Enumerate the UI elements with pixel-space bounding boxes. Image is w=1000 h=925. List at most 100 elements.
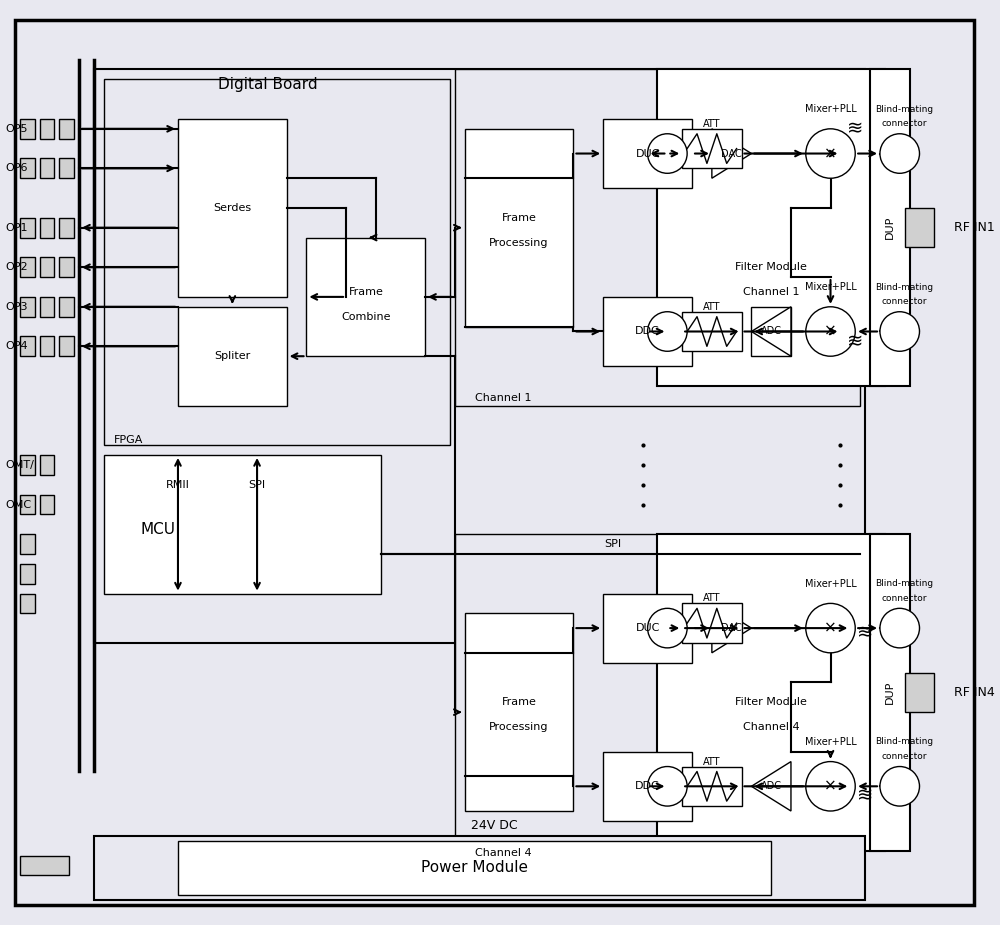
Text: ADC: ADC: [761, 782, 782, 791]
Text: Processing: Processing: [489, 238, 549, 248]
Bar: [870, 534, 910, 851]
Text: connector: connector: [882, 297, 927, 306]
Bar: [178, 119, 287, 297]
Text: ×: ×: [824, 621, 837, 635]
Text: OP2: OP2: [5, 262, 28, 272]
Text: ≋: ≋: [857, 623, 873, 643]
Bar: [20, 119, 35, 139]
Text: Filter Module: Filter Module: [735, 262, 807, 272]
Circle shape: [806, 761, 855, 811]
Bar: [682, 603, 742, 643]
Text: DUC: DUC: [635, 149, 660, 158]
Polygon shape: [712, 129, 751, 179]
Text: ATT: ATT: [703, 302, 721, 312]
Text: ×: ×: [824, 324, 837, 339]
Bar: [59, 297, 74, 316]
Bar: [59, 337, 74, 356]
Bar: [59, 257, 74, 278]
Text: ATT: ATT: [703, 757, 721, 767]
Text: DAC: DAC: [721, 149, 742, 158]
Bar: [59, 158, 74, 179]
Text: FPGA: FPGA: [114, 436, 143, 445]
Bar: [905, 672, 934, 712]
Text: Channel 1: Channel 1: [743, 287, 799, 297]
Text: SPI: SPI: [248, 480, 266, 489]
Circle shape: [648, 312, 687, 352]
Bar: [20, 564, 35, 584]
Bar: [178, 841, 771, 895]
Bar: [455, 69, 860, 406]
Bar: [94, 835, 865, 900]
Text: Mixer+PLL: Mixer+PLL: [805, 737, 856, 746]
Bar: [870, 69, 910, 386]
Bar: [603, 119, 692, 188]
Text: Channel 4: Channel 4: [475, 847, 531, 857]
Bar: [104, 80, 450, 445]
Bar: [40, 257, 54, 278]
Circle shape: [648, 609, 687, 647]
Bar: [40, 297, 54, 316]
Text: Power Module: Power Module: [421, 860, 528, 875]
Text: Mixer+PLL: Mixer+PLL: [805, 104, 856, 114]
Text: Mixer+PLL: Mixer+PLL: [805, 282, 856, 292]
Bar: [682, 129, 742, 168]
Bar: [603, 752, 692, 820]
Text: OP6: OP6: [5, 164, 27, 173]
Bar: [40, 337, 54, 356]
Polygon shape: [712, 603, 751, 653]
Text: OMC: OMC: [5, 500, 31, 510]
Text: MCU: MCU: [141, 522, 176, 536]
Polygon shape: [751, 307, 791, 356]
Bar: [657, 534, 885, 851]
Text: DAC: DAC: [721, 623, 742, 633]
Circle shape: [648, 767, 687, 806]
Bar: [306, 238, 425, 356]
Text: connector: connector: [882, 752, 927, 761]
Text: RMII: RMII: [166, 480, 190, 489]
Bar: [59, 119, 74, 139]
Text: DUP: DUP: [885, 216, 895, 240]
Text: Frame: Frame: [502, 213, 537, 223]
Bar: [20, 337, 35, 356]
Text: Frame: Frame: [502, 697, 537, 708]
Text: Blind-mating: Blind-mating: [876, 579, 934, 588]
Text: Blind-mating: Blind-mating: [876, 737, 934, 746]
Circle shape: [806, 307, 855, 356]
Circle shape: [880, 312, 919, 352]
Text: DUC: DUC: [635, 623, 660, 633]
Text: SPI: SPI: [604, 539, 622, 549]
Bar: [20, 856, 69, 875]
Circle shape: [806, 129, 855, 179]
Bar: [20, 217, 35, 238]
Text: ≋: ≋: [847, 119, 863, 139]
Text: Serdes: Serdes: [213, 203, 251, 213]
Circle shape: [880, 134, 919, 173]
Bar: [455, 534, 860, 860]
Bar: [59, 217, 74, 238]
Bar: [20, 257, 35, 278]
Bar: [40, 495, 54, 514]
Bar: [178, 307, 287, 406]
Circle shape: [806, 603, 855, 653]
Bar: [20, 297, 35, 316]
Bar: [465, 613, 573, 811]
Bar: [40, 217, 54, 238]
Text: connector: connector: [882, 119, 927, 129]
Text: DDC: DDC: [635, 327, 660, 337]
Bar: [465, 129, 573, 327]
Bar: [104, 455, 381, 594]
Text: DDC: DDC: [635, 782, 660, 791]
Bar: [603, 594, 692, 662]
Text: Frame: Frame: [348, 287, 383, 297]
Text: 24V DC: 24V DC: [471, 820, 518, 832]
Text: Spliter: Spliter: [214, 352, 250, 362]
Bar: [20, 594, 35, 613]
Text: ≋: ≋: [847, 332, 863, 351]
Text: RF IN4: RF IN4: [954, 685, 995, 699]
Bar: [20, 534, 35, 554]
Text: Mixer+PLL: Mixer+PLL: [805, 579, 856, 588]
Text: ADC: ADC: [761, 327, 782, 337]
Text: OP1: OP1: [5, 223, 27, 233]
Bar: [40, 158, 54, 179]
Text: ATT: ATT: [703, 594, 721, 603]
